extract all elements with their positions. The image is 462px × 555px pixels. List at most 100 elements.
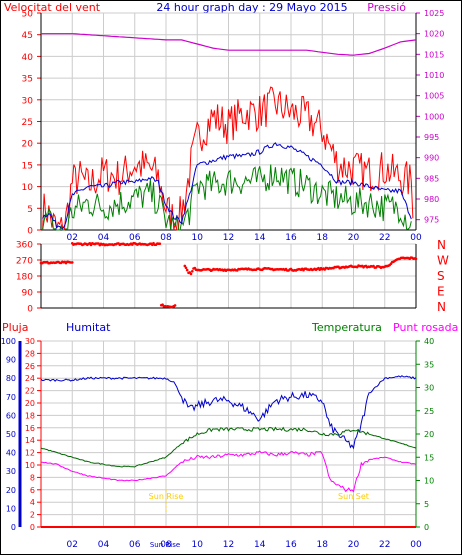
right-tick-label: 990 [424,154,439,163]
rain-tick-label: 26 [25,362,35,371]
temp-tick-label: 20 [424,430,434,439]
rain-tick-label: 2 [30,511,35,520]
x-tick-label: 04 [98,233,110,243]
rain-tick-label: 10 [25,461,35,470]
humidity-tick-label: 70 [6,393,16,402]
wind-speed-axis-title: Velocitat del vent [4,1,101,14]
chart-title: 24 hour graph day : 29 Mayo 2015 [156,1,347,14]
wind-direction-point [173,304,177,307]
x-tick-label: 00 [410,540,422,550]
x-tick-label: 14 [254,233,266,243]
x-tick-label: 02 [67,540,78,550]
humidity-tick-label: 50 [6,430,16,439]
right-tick-label: 1020 [424,30,444,39]
rain-tick-label: 8 [30,473,35,482]
x-tick-label: 08 [160,233,172,243]
humidity-tick-label: 90 [6,356,16,365]
dewpoint-line [41,450,417,493]
sunset-label: Sun Set [338,492,369,501]
left-tick-label: 0 [27,227,33,237]
temp-tick-label: 15 [424,453,434,462]
compass-label: E [437,285,445,299]
right-tick-label: 1005 [424,92,444,101]
compass-label: S [437,269,445,283]
dewpoint-axis-title: Punt rosada [393,321,458,334]
humidity-line [40,375,417,450]
humidity-tick-label: 100 [1,337,16,346]
temp-tick-label: 25 [424,407,434,416]
rain-tick-label: 12 [25,449,35,458]
wind-direction-point [414,257,418,261]
right-tick-label: 1015 [424,50,444,59]
left-tick-label: 35 [22,75,33,85]
x-tick-label: 06 [129,540,141,550]
humidity-tick-label: 40 [6,449,16,458]
rain-tick-label: 24 [25,374,35,383]
rain-tick-label: 6 [30,486,35,495]
left-tick-label: 20 [22,140,34,150]
compass-label: N [437,300,446,314]
right-tick-label: 1000 [424,112,444,121]
compass-label: N [437,238,446,252]
x-tick-label: 20 [348,233,360,243]
x-tick-label: 04 [98,540,110,550]
x-tick-label: 00 [410,233,422,243]
humidity-tick-label: 60 [6,411,16,420]
x-tick-label: 20 [348,540,360,550]
wind-direction-point [158,242,162,245]
wind-average-line [42,142,412,229]
compass-label: W [437,254,449,268]
wind-gust-line [42,86,414,231]
left-tick-label: 45 [22,31,33,41]
wind-direction-point [185,268,189,272]
dir-tick-label: 270 [16,257,33,267]
wind-direction-point [189,272,193,276]
wind-direction-point [183,264,187,268]
x-tick-label: 22 [379,540,390,550]
rain-tick-label: 28 [25,349,35,358]
temp-tick-label: 35 [424,360,434,369]
humidity-tick-label: 10 [6,504,16,513]
dir-tick-label: 180 [16,273,33,283]
right-tick-label: 980 [424,195,439,204]
right-tick-label: 975 [424,216,439,225]
x-tick-label: 08 [160,540,172,550]
right-tick-label: 1010 [424,71,444,80]
x-tick-label: 16 [285,233,297,243]
temp-tick-label: 5 [424,500,429,509]
rain-axis-title: Pluja [2,321,28,334]
x-tick-label: 10 [192,233,204,243]
sunrise-label: Sun Rise [149,492,184,501]
rain-tick-label: 30 [25,337,35,346]
temp-tick-label: 0 [424,523,429,532]
humidity-tick-label: 80 [6,374,16,383]
humidity-tick-label: 20 [6,486,16,495]
right-tick-label: 995 [424,133,439,142]
rain-tick-label: 14 [25,436,35,445]
temperature-axis-title: Temperatura [311,321,382,334]
left-tick-label: 40 [22,53,34,63]
wind-direction-point [184,266,188,270]
pressure-line [41,33,417,56]
left-tick-label: 50 [22,10,34,20]
rain-tick-label: 4 [30,498,35,507]
temp-tick-label: 10 [424,477,434,486]
humidity-tick-label: 30 [6,467,16,476]
pressure-axis-title: Pressió [367,1,406,14]
right-tick-label: 985 [424,174,439,183]
temperature-line [40,426,417,468]
rain-tick-label: 16 [25,424,35,433]
left-tick-label: 15 [22,161,33,171]
humidity-tick-label: 0 [11,523,16,532]
dir-tick-label: 0 [27,305,33,315]
wind-pressure-panel: 0510152025303540455097598098599099510001… [22,9,445,243]
rain-tick-label: 18 [25,411,35,420]
x-tick-label: 22 [379,233,390,243]
temp-tick-label: 40 [424,337,434,346]
humidity-axis-title: Humitat [66,321,111,334]
temp-tick-label: 30 [424,384,434,393]
x-tick-label: 18 [317,540,329,550]
